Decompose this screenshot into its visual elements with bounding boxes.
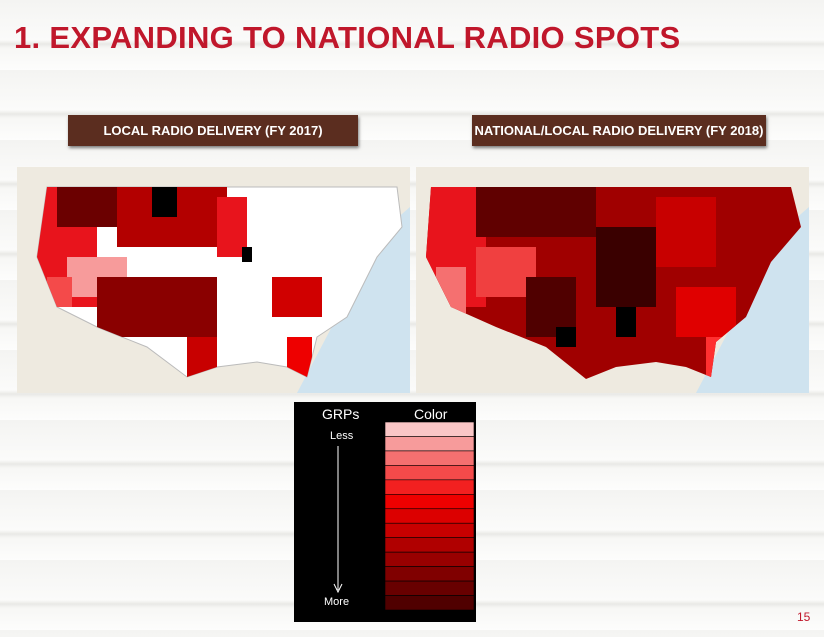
legend-more: More: [324, 596, 350, 608]
legend-swatch: [384, 436, 475, 452]
legend-swatch: [384, 566, 475, 582]
grp-legend: GRPs Color Less More: [294, 402, 476, 622]
legend-header: Color: [414, 406, 448, 422]
map-label: LOCAL RADIO DELIVERY (FY 2017): [68, 115, 358, 146]
slide-title: 1. EXPANDING TO NATIONAL RADIO SPOTS: [14, 20, 681, 55]
legend-swatch: [384, 450, 475, 466]
legend-swatch: [384, 537, 475, 553]
legend-swatch: [384, 421, 475, 437]
map-2018: [416, 167, 809, 393]
map-2017: [17, 167, 410, 393]
legend-less: Less: [330, 430, 354, 442]
legend-swatch: [384, 508, 475, 524]
legend-swatch: [384, 465, 475, 481]
legend-arrowhead: [333, 583, 343, 594]
legend-graphic: [333, 421, 475, 611]
legend-swatch: [384, 494, 475, 510]
page-number: 15: [797, 610, 811, 624]
legend-swatch: [384, 522, 475, 538]
legend-swatch: [384, 479, 475, 495]
legend-swatch: [384, 551, 475, 567]
map-label: NATIONAL/LOCAL RADIO DELIVERY (FY 2018): [472, 115, 766, 146]
legend-swatch: [384, 580, 475, 596]
legend-header: GRPs: [322, 406, 360, 422]
legend-swatch: [384, 595, 475, 611]
